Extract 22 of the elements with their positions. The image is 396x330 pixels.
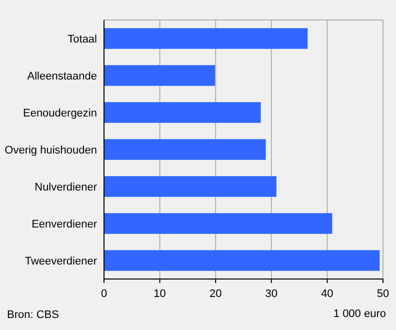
bar <box>104 139 266 160</box>
bar <box>104 250 380 271</box>
y-tick-label: Alleenstaande <box>27 70 97 82</box>
x-tick-label: 50 <box>376 288 390 300</box>
bar <box>104 102 261 123</box>
x-tick-label: 40 <box>321 288 334 300</box>
y-tick-label: Eenverdiener <box>32 218 98 230</box>
bar <box>104 213 332 234</box>
y-tick-label: Eenoudergezin <box>22 108 97 120</box>
y-tick-label: Totaal <box>68 34 97 46</box>
x-tick-label: 0 <box>100 288 108 300</box>
x-axis-title: 1 000 euro <box>333 308 386 320</box>
x-tick-label: 30 <box>265 288 278 300</box>
bar <box>104 65 216 86</box>
y-tick-label: Nulverdiener <box>34 182 98 194</box>
bar <box>104 176 276 197</box>
x-tick-label: 10 <box>154 288 166 300</box>
y-tick-label: Tweeverdiener <box>24 256 98 268</box>
x-tick-label: 20 <box>209 288 222 300</box>
y-tick-label: Overig huishouden <box>4 144 97 156</box>
text: Bron: CBS <box>7 309 59 321</box>
bar <box>104 28 308 49</box>
